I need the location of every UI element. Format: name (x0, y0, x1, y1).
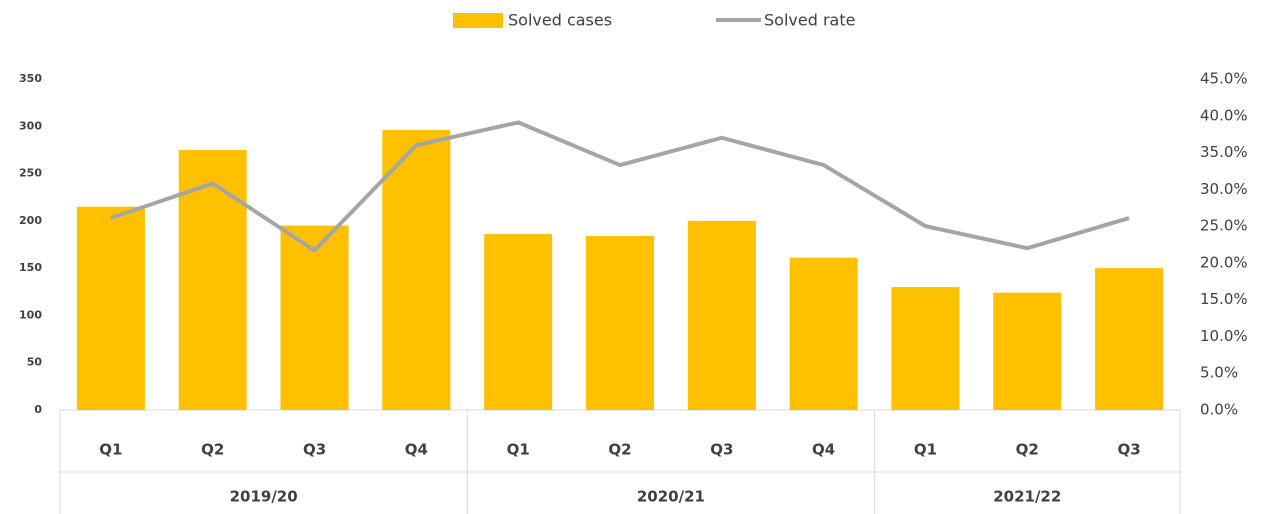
bar (789, 257, 858, 410)
bar (382, 130, 451, 410)
y-tick-label: 250 (19, 167, 42, 180)
y2-tick-label: 5.0% (1200, 364, 1238, 382)
bar (484, 234, 553, 410)
bar (586, 235, 654, 410)
y-tick-label: 200 (19, 214, 42, 227)
x-tick-label: Q1 (914, 441, 937, 459)
x-tick-label: Q2 (1016, 441, 1039, 459)
x-tick-label: Q3 (303, 441, 326, 459)
y2-tick-label: 20.0% (1200, 253, 1248, 271)
y2-tick-label: 15.0% (1200, 290, 1248, 308)
bar (178, 149, 247, 410)
group-label: 2021/22 (993, 488, 1061, 506)
y2-tick-label: 25.0% (1200, 217, 1248, 235)
legend-label: Solved cases (508, 11, 612, 30)
bar (891, 287, 960, 410)
x-tick-label: Q2 (201, 441, 224, 459)
y-tick-label: 350 (19, 72, 42, 85)
y-tick-label: 0 (34, 403, 42, 416)
x-tick-label: Q3 (710, 441, 733, 459)
x-tick-label: Q1 (507, 441, 530, 459)
y-tick-label: 50 (27, 356, 43, 369)
y-tick-label: 150 (19, 261, 42, 274)
y2-tick-label: 30.0% (1200, 180, 1248, 198)
y2-tick-label: 0.0% (1200, 401, 1238, 419)
bar (76, 206, 145, 410)
y-tick-label: 300 (19, 119, 42, 132)
y2-tick-label: 45.0% (1200, 70, 1248, 88)
legend-swatch-bars (453, 13, 503, 28)
x-tick-label: Q4 (405, 441, 428, 459)
x-tick-label: Q4 (812, 441, 835, 459)
x-tick-label: Q2 (608, 441, 631, 459)
y2-tick-label: 10.0% (1200, 327, 1248, 345)
bar (687, 220, 756, 410)
y-tick-label: 100 (19, 308, 42, 321)
x-tick-label: Q1 (99, 441, 122, 459)
group-label: 2020/21 (637, 488, 705, 506)
legend-label: Solved rate (764, 11, 855, 30)
x-tick-label: Q3 (1117, 441, 1140, 459)
bar (1095, 268, 1164, 410)
y2-tick-label: 35.0% (1200, 143, 1248, 161)
line (110, 120, 1130, 253)
y2-tick-label: 40.0% (1200, 106, 1248, 124)
bar (993, 292, 1062, 410)
group-label: 2019/20 (230, 488, 298, 506)
bar (280, 225, 349, 410)
